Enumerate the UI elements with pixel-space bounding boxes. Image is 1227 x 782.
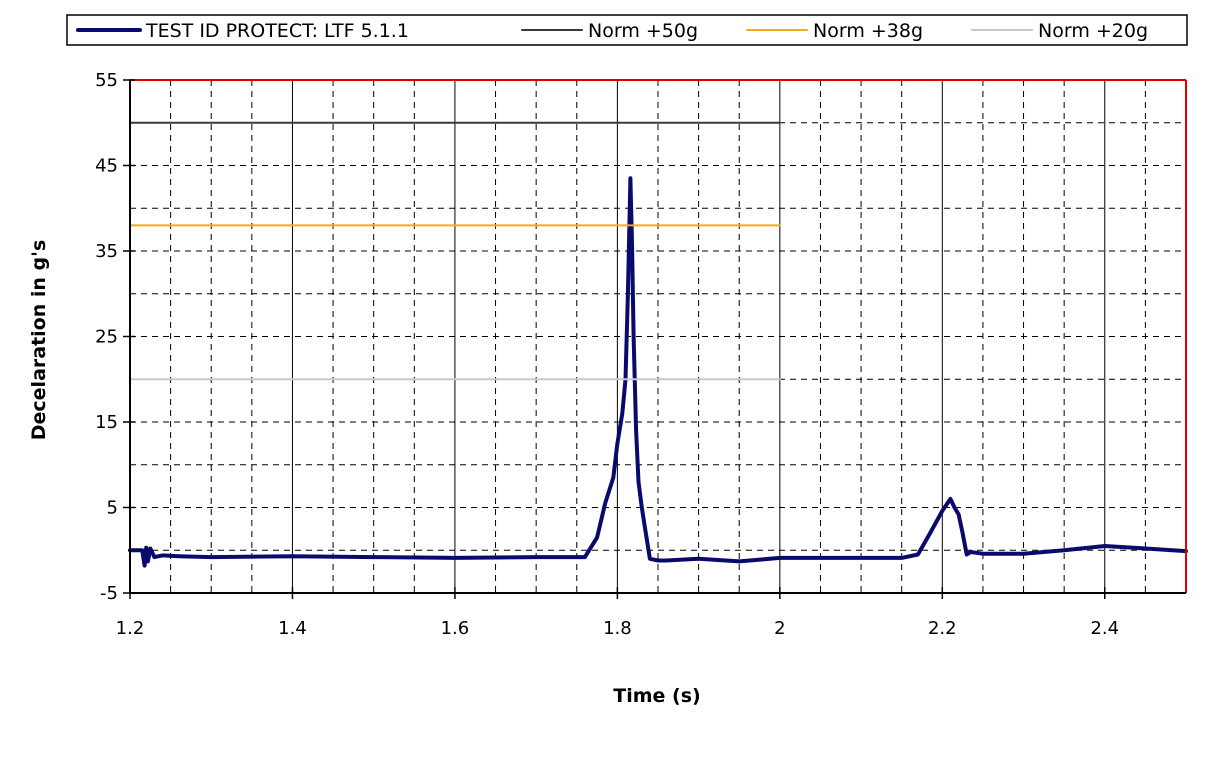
grid-layer xyxy=(129,79,1187,593)
legend-label-3: Norm +20g xyxy=(1038,20,1148,42)
legend-label-1: Norm +50g xyxy=(588,20,698,42)
x-axis-title: Time (s) xyxy=(613,685,700,707)
axes-layer: 1.2 1.4 1.6 1.8 2 2.2 2.4 -5 5 15 25 35 45 55 xyxy=(95,70,1187,639)
y-tick-label: 25 xyxy=(95,327,118,348)
y-tick-label: 55 xyxy=(95,70,118,91)
legend-label-2: Norm +38g xyxy=(813,20,923,42)
x-tick-label: 1.2 xyxy=(116,618,145,639)
legend: TEST ID PROTECT: LTF 5.1.1 Norm +50g Norm … xyxy=(66,14,1188,46)
y-tick-label: 45 xyxy=(95,156,118,177)
x-tick-label: 1.8 xyxy=(603,618,632,639)
y-tick-label: -5 xyxy=(100,583,118,604)
y-axis-title: Decelaration in g's xyxy=(28,240,50,441)
x-tick-label: 2.4 xyxy=(1090,618,1119,639)
x-tick-label: 1.6 xyxy=(441,618,470,639)
y-tick-label: 35 xyxy=(95,241,118,262)
legend-label-0: TEST ID PROTECT: LTF 5.1.1 xyxy=(145,20,409,42)
x-tick-label: 2 xyxy=(774,618,785,639)
series-layer xyxy=(128,121,1188,568)
series-line-0 xyxy=(128,176,1188,568)
x-tick-label: 1.4 xyxy=(278,618,307,639)
y-tick-label: 15 xyxy=(95,412,118,433)
x-tick-label: 2.2 xyxy=(928,618,957,639)
y-tick-label: 5 xyxy=(107,498,118,519)
